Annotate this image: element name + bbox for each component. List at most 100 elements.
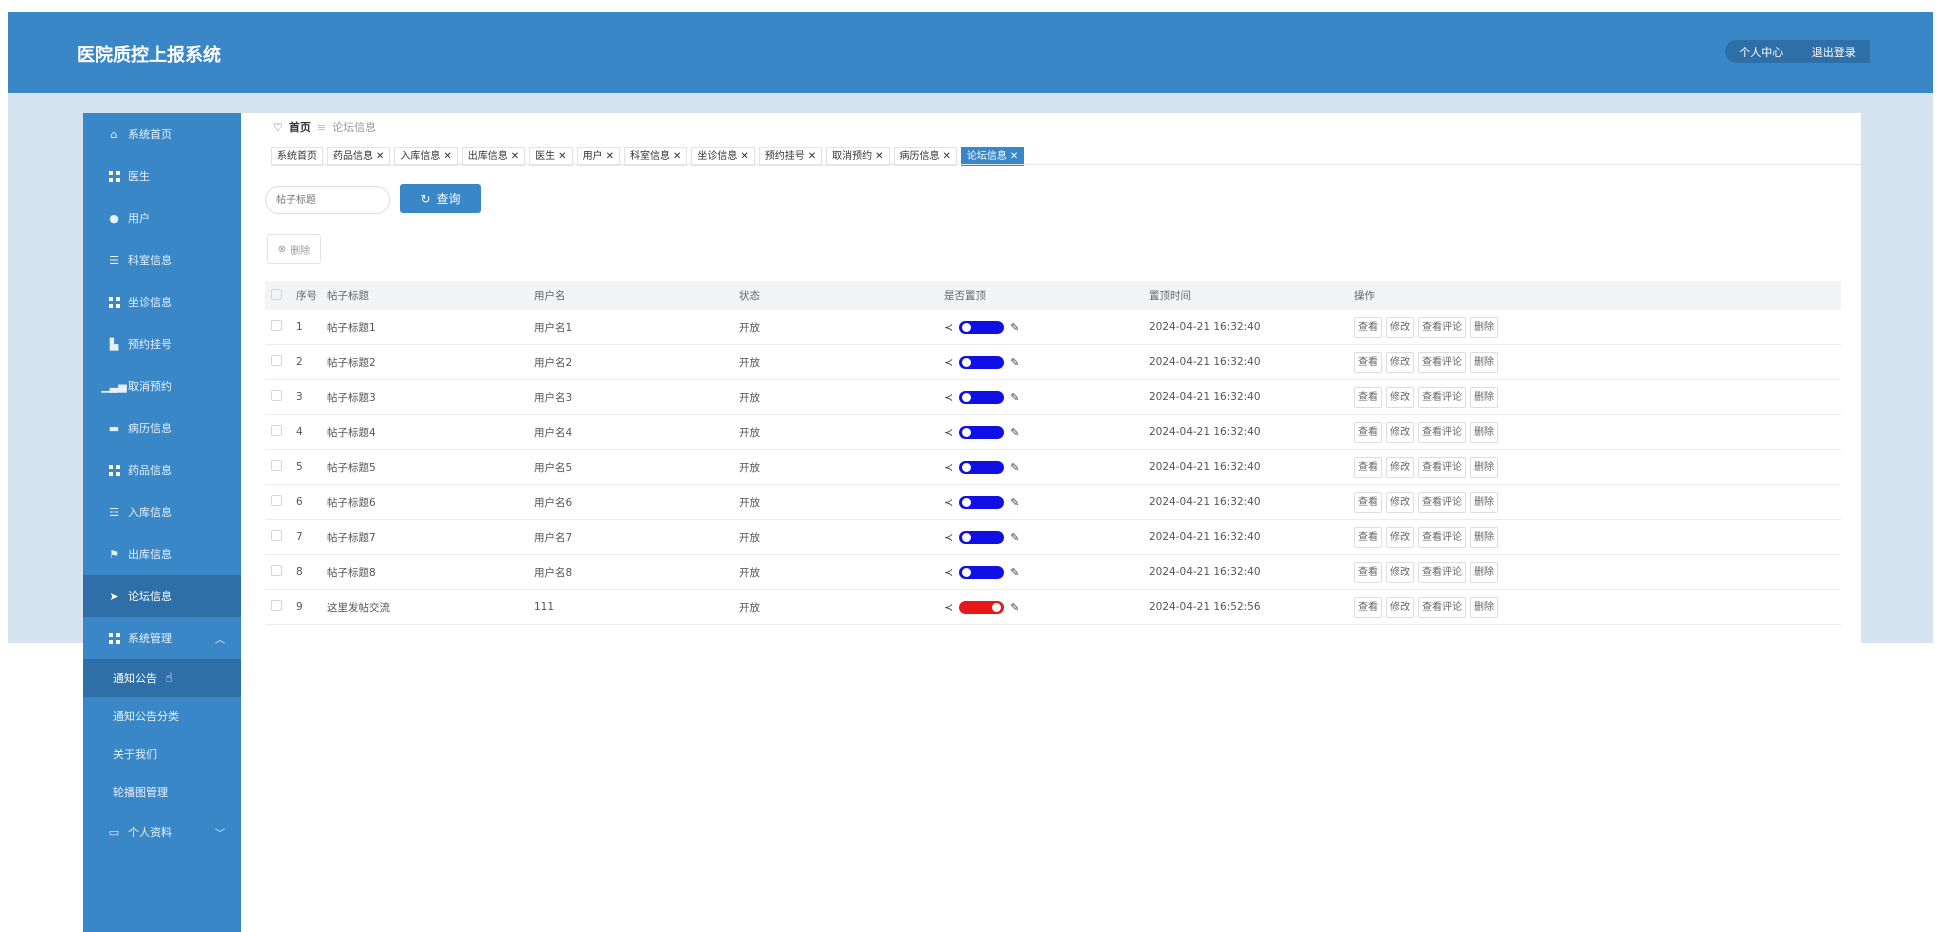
share-icon[interactable]: ≺	[944, 460, 954, 474]
edit-icon[interactable]: ✎	[1010, 320, 1020, 334]
sidebar-item-stock-out[interactable]: ⚑ 出库信息	[83, 533, 241, 575]
query-button[interactable]: ↻ 查询	[400, 184, 481, 213]
tab-home[interactable]: 系统首页	[271, 147, 323, 166]
top-toggle[interactable]	[959, 320, 1005, 334]
logout-link[interactable]: 退出登录	[1811, 45, 1856, 59]
close-icon[interactable]: ✕	[376, 151, 385, 162]
row-checkbox[interactable]	[271, 600, 282, 611]
top-toggle[interactable]	[959, 530, 1005, 544]
tab-forum[interactable]: 论坛信息 ✕	[960, 147, 1025, 166]
select-all-checkbox[interactable]	[271, 288, 282, 300]
tab-department[interactable]: 科室信息 ✕	[623, 147, 688, 166]
personal-center-link[interactable]: 个人中心	[1739, 45, 1784, 59]
row-op-button-1[interactable]: 修改	[1386, 456, 1414, 478]
close-icon[interactable]: ✕	[807, 151, 817, 162]
close-icon[interactable]: ✕	[875, 151, 884, 162]
top-toggle[interactable]	[959, 425, 1005, 439]
row-op-button-1[interactable]: 修改	[1386, 596, 1414, 618]
close-icon[interactable]: ✕	[443, 151, 452, 162]
sidebar-sub-carousel[interactable]: 轮播图管理	[83, 773, 241, 811]
tab-user[interactable]: 用户 ✕	[576, 147, 620, 166]
breadcrumb-home[interactable]: 首页	[288, 121, 311, 134]
row-op-button-3[interactable]: 删除	[1470, 456, 1498, 478]
row-op-button-3[interactable]: 删除	[1470, 316, 1498, 338]
row-op-button-2[interactable]: 查看评论	[1418, 526, 1466, 548]
sidebar-item-profile[interactable]: ▭ 个人资料 ﹀	[83, 811, 241, 853]
row-op-button-0[interactable]: 查看	[1354, 386, 1382, 408]
edit-icon[interactable]: ✎	[1010, 565, 1020, 579]
share-icon[interactable]: ≺	[944, 320, 954, 334]
tab-medicine[interactable]: 药品信息 ✕	[327, 147, 391, 166]
search-input[interactable]	[265, 186, 390, 214]
row-op-button-2[interactable]: 查看评论	[1418, 386, 1466, 408]
row-checkbox[interactable]	[271, 530, 282, 541]
sidebar-item-department[interactable]: ☰ 科室信息	[83, 239, 241, 281]
row-op-button-1[interactable]: 修改	[1386, 561, 1414, 583]
close-icon[interactable]: ✕	[942, 151, 951, 162]
row-op-button-2[interactable]: 查看评论	[1418, 596, 1466, 618]
row-checkbox[interactable]	[271, 495, 282, 506]
sidebar-sub-about[interactable]: 关于我们	[83, 735, 241, 773]
sidebar-item-home[interactable]: ⌂ 系统首页	[83, 113, 241, 155]
row-op-button-3[interactable]: 删除	[1470, 421, 1498, 443]
row-op-button-1[interactable]: 修改	[1386, 351, 1414, 373]
row-op-button-0[interactable]: 查看	[1354, 351, 1382, 373]
share-icon[interactable]: ≺	[944, 355, 954, 369]
row-op-button-0[interactable]: 查看	[1354, 421, 1382, 443]
sidebar-item-doctor[interactable]: 医生	[83, 155, 241, 197]
edit-icon[interactable]: ✎	[1010, 530, 1020, 544]
share-icon[interactable]: ≺	[944, 565, 954, 579]
edit-icon[interactable]: ✎	[1010, 390, 1020, 404]
sidebar-sub-notice-category[interactable]: 通知公告分类	[83, 697, 241, 735]
share-icon[interactable]: ≺	[944, 425, 954, 439]
row-op-button-2[interactable]: 查看评论	[1418, 491, 1466, 513]
close-icon[interactable]: ✕	[672, 151, 682, 162]
close-icon[interactable]: ✕	[558, 151, 567, 162]
top-toggle[interactable]	[959, 390, 1005, 404]
edit-icon[interactable]: ✎	[1010, 495, 1020, 509]
sidebar-item-system[interactable]: 系统管理 ︿	[83, 617, 241, 659]
row-op-button-0[interactable]: 查看	[1354, 491, 1382, 513]
close-icon[interactable]: ✕	[510, 151, 520, 162]
row-op-button-1[interactable]: 修改	[1386, 491, 1414, 513]
tab-appointment[interactable]: 预约挂号 ✕	[758, 147, 823, 166]
row-op-button-3[interactable]: 删除	[1470, 526, 1498, 548]
sidebar-item-user[interactable]: ● 用户	[83, 197, 241, 239]
row-checkbox[interactable]	[271, 390, 282, 401]
row-op-button-0[interactable]: 查看	[1354, 316, 1382, 338]
tab-cancel[interactable]: 取消预约 ✕	[826, 147, 890, 166]
row-op-button-1[interactable]: 修改	[1386, 316, 1414, 338]
row-op-button-0[interactable]: 查看	[1354, 526, 1382, 548]
row-op-button-2[interactable]: 查看评论	[1418, 351, 1466, 373]
close-icon[interactable]: ✕	[740, 151, 749, 162]
sidebar-item-forum[interactable]: ➤ 论坛信息	[83, 575, 241, 617]
row-op-button-0[interactable]: 查看	[1354, 456, 1382, 478]
row-op-button-3[interactable]: 删除	[1470, 561, 1498, 583]
top-toggle[interactable]	[959, 600, 1005, 614]
batch-delete-button[interactable]: ⊗ 删除	[267, 234, 321, 264]
sidebar-item-clinic[interactable]: 坐诊信息	[83, 281, 241, 323]
sidebar-item-medicine[interactable]: 药品信息	[83, 449, 241, 491]
row-checkbox[interactable]	[271, 355, 282, 366]
share-icon[interactable]: ≺	[944, 390, 954, 404]
row-op-button-1[interactable]: 修改	[1386, 386, 1414, 408]
share-icon[interactable]: ≺	[944, 530, 954, 544]
row-op-button-2[interactable]: 查看评论	[1418, 456, 1466, 478]
close-icon[interactable]: ✕	[1009, 151, 1019, 162]
row-op-button-2[interactable]: 查看评论	[1418, 316, 1466, 338]
tab-records[interactable]: 病历信息 ✕	[893, 147, 957, 166]
edit-icon[interactable]: ✎	[1010, 460, 1020, 474]
row-checkbox[interactable]	[271, 425, 282, 436]
row-op-button-3[interactable]: 删除	[1470, 386, 1498, 408]
sidebar-sub-notice[interactable]: 通知公告 ☝	[83, 659, 241, 697]
row-checkbox[interactable]	[271, 460, 282, 471]
top-toggle[interactable]	[959, 565, 1005, 579]
sidebar-item-stock-in[interactable]: ☲ 入库信息	[83, 491, 241, 533]
row-op-button-0[interactable]: 查看	[1354, 596, 1382, 618]
row-op-button-2[interactable]: 查看评论	[1418, 421, 1466, 443]
row-op-button-2[interactable]: 查看评论	[1418, 561, 1466, 583]
sidebar-item-appointment[interactable]: ▙ 预约挂号	[83, 323, 241, 365]
edit-icon[interactable]: ✎	[1010, 355, 1020, 369]
close-icon[interactable]: ✕	[605, 151, 614, 162]
row-checkbox[interactable]	[271, 565, 282, 576]
